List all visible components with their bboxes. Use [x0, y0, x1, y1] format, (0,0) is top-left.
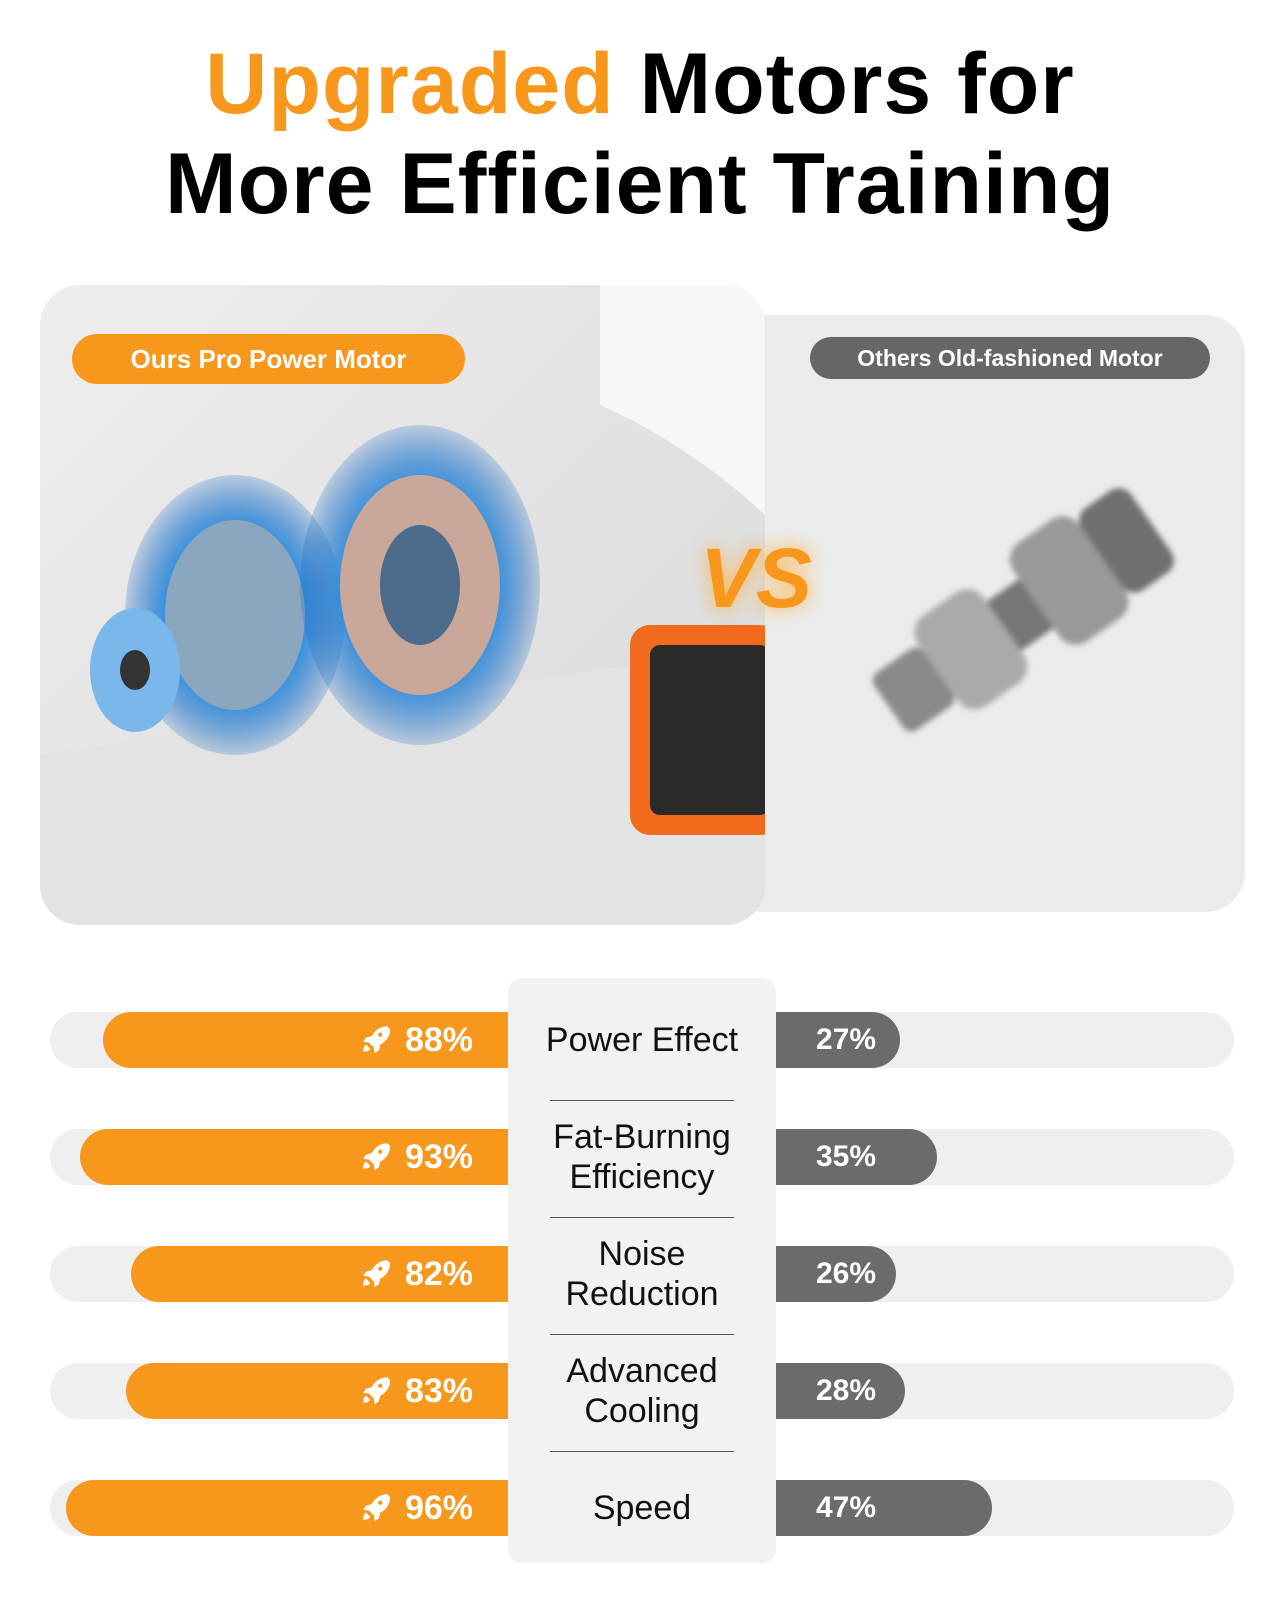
category-label: Fat-Burning Efficiency	[508, 1099, 776, 1215]
category-text: Noise Reduction	[565, 1235, 719, 1313]
ours-motor-illustration	[40, 285, 765, 925]
ours-value-label: 93%	[404, 1138, 473, 1176]
title-line-1: Upgraded Motors for	[0, 35, 1280, 134]
bar-ours	[103, 1012, 508, 1068]
rocket-icon	[363, 1143, 391, 1171]
bar-others	[776, 1480, 993, 1536]
legend-others: Others Old-fashioned Motor	[810, 337, 1210, 379]
others-motor-illustration	[872, 488, 1174, 732]
rocket-icon	[363, 1377, 391, 1405]
center-panel	[508, 978, 776, 1563]
vs-label: VS	[700, 531, 813, 625]
ours-value-label: 82%	[404, 1255, 473, 1293]
title-highlight: Upgraded	[205, 36, 615, 132]
rocket-icon	[363, 1026, 391, 1054]
category-text: Advanced Cooling	[566, 1352, 718, 1430]
ours-panel	[40, 285, 765, 925]
category-label: Speed	[508, 1450, 776, 1566]
bar-ours	[66, 1480, 508, 1536]
ours-value-label: 96%	[404, 1489, 473, 1527]
bar-ours	[130, 1246, 508, 1302]
others-value-label: 27%	[816, 1023, 877, 1056]
bar-ours	[80, 1129, 508, 1185]
ours-value-wrap: 96%	[359, 1480, 473, 1536]
ours-value-wrap: 83%	[359, 1363, 473, 1419]
category-text: Fat-Burning Efficiency	[553, 1118, 731, 1196]
bar-others	[776, 1246, 896, 1302]
ours-value-label: 88%	[404, 1021, 473, 1059]
ours-value-label: 83%	[404, 1372, 473, 1410]
bar-others	[776, 1129, 937, 1185]
others-value-label: 35%	[816, 1140, 877, 1173]
bar-others	[776, 1363, 905, 1419]
category-label: Power Effect	[508, 982, 776, 1098]
title-rest: Motors for	[639, 36, 1075, 132]
ours-value-wrap: 93%	[359, 1129, 473, 1185]
others-value-label: 28%	[816, 1374, 877, 1407]
rocket-icon	[363, 1494, 391, 1522]
others-value-label: 26%	[816, 1257, 877, 1290]
bar-ours	[126, 1363, 508, 1419]
bar-others	[776, 1012, 901, 1068]
category-label: Advanced Cooling	[508, 1333, 776, 1449]
separator	[550, 1100, 734, 1101]
separator	[550, 1334, 734, 1335]
others-value-label: 47%	[816, 1491, 877, 1524]
separator	[550, 1451, 734, 1452]
title-line-2: More Efficient Training	[165, 136, 1115, 232]
legend-ours: Ours Pro Power Motor	[72, 334, 465, 384]
separator	[550, 1217, 734, 1218]
category-text: Speed	[592, 1489, 692, 1527]
ours-value-wrap: 82%	[359, 1246, 473, 1302]
category-text: Power Effect	[545, 1021, 739, 1059]
rocket-icon	[363, 1260, 391, 1288]
ours-value-wrap: 88%	[359, 1012, 473, 1068]
category-label: Noise Reduction	[508, 1216, 776, 1332]
